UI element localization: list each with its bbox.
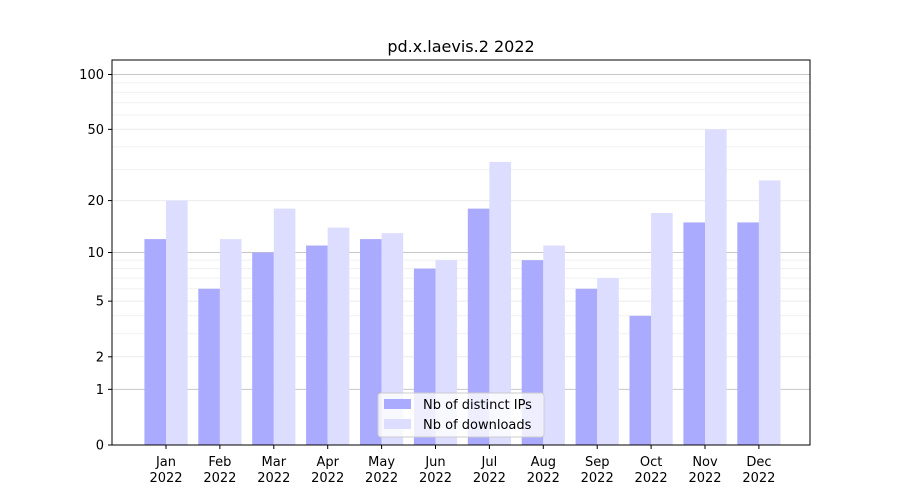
x-tick-label-year: 2022 [742, 471, 775, 486]
bar-downloads [543, 245, 565, 445]
y-tick-label: 1 [96, 383, 104, 398]
x-tick-label-month: Jan [155, 455, 176, 470]
x-tick-label-month: Nov [692, 455, 718, 470]
bars [144, 129, 781, 446]
bar-distinct-ips [198, 288, 220, 445]
legend: Nb of distinct IPs Nb of downloads [377, 392, 545, 438]
bar-downloads [381, 233, 404, 445]
bar-downloads [273, 208, 296, 445]
y-tick-label: 2 [96, 350, 104, 365]
x-tick-label-month: Dec [746, 455, 771, 470]
y-axis: 0 1 2 5 10 20 50 100 [79, 68, 112, 454]
bar-distinct-ips [252, 252, 274, 445]
x-tick-label-month: Aug [531, 455, 556, 470]
x-tick-label-year: 2022 [257, 471, 290, 486]
legend-label: Nb of downloads [423, 418, 532, 433]
bar-distinct-ips [737, 222, 759, 445]
bar-downloads [597, 278, 619, 445]
x-tick-label-month: May [368, 455, 395, 470]
bar-distinct-ips [360, 239, 382, 445]
y-tick-label: 20 [87, 194, 104, 209]
x-tick-label-month: Jul [481, 455, 498, 470]
bar-distinct-ips [629, 315, 652, 445]
x-tick-label-month: Feb [208, 455, 231, 470]
bar-downloads [327, 227, 350, 445]
x-tick-label-month: Jun [424, 455, 445, 470]
bar-downloads [758, 180, 781, 446]
y-tick-label: 5 [96, 295, 104, 310]
x-tick-label-year: 2022 [365, 471, 398, 486]
y-tick-label: 10 [87, 246, 104, 261]
x-tick-label-year: 2022 [419, 471, 452, 486]
x-tick-label-year: 2022 [581, 471, 614, 486]
x-tick-label-year: 2022 [311, 471, 344, 486]
legend-box [377, 392, 545, 438]
bar-distinct-ips [683, 222, 705, 445]
x-tick-label-year: 2022 [149, 471, 182, 486]
x-tick-label-month: Mar [262, 455, 287, 470]
bar-distinct-ips [306, 245, 328, 445]
bar-downloads [219, 239, 242, 445]
x-tick-label-year: 2022 [473, 471, 506, 486]
bar-distinct-ips [467, 208, 490, 445]
x-tick-label-year: 2022 [635, 471, 668, 486]
legend-label: Nb of distinct IPs [423, 398, 532, 413]
bar-distinct-ips [575, 288, 598, 445]
legend-swatch [384, 419, 411, 429]
bar-downloads [651, 212, 673, 445]
bar-downloads [489, 161, 511, 445]
chart-title: pd.x.laevis.2 2022 [387, 37, 534, 56]
x-axis: Jan2022Feb2022Mar2022Apr2022May2022Jun20… [149, 445, 775, 486]
bar-downloads [705, 129, 727, 445]
bar-downloads [166, 200, 188, 445]
y-tick-label: 0 [96, 439, 104, 454]
x-tick-label-year: 2022 [527, 471, 560, 486]
x-tick-label-year: 2022 [688, 471, 721, 486]
x-tick-label-year: 2022 [203, 471, 236, 486]
legend-swatch [384, 399, 411, 409]
x-tick-label-month: Oct [640, 455, 662, 470]
bar-distinct-ips [144, 239, 166, 445]
x-tick-label-month: Sep [585, 455, 610, 470]
x-tick-label-month: Apr [316, 455, 339, 470]
y-tick-label: 100 [79, 68, 104, 83]
y-tick-label: 50 [87, 123, 104, 138]
